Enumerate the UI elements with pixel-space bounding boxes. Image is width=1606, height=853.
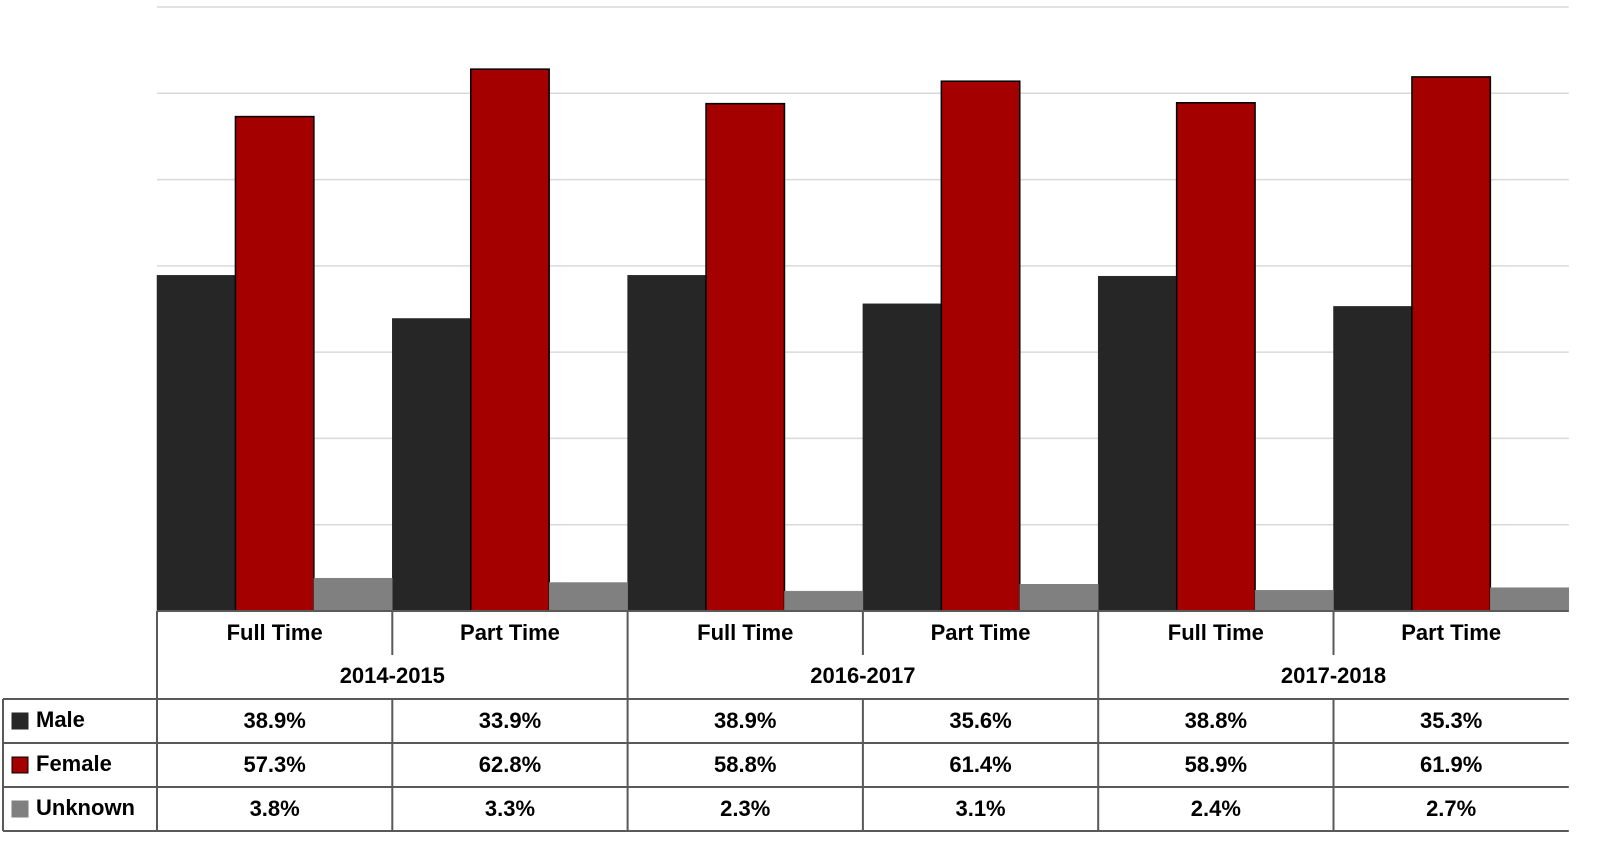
- group-label: 2014-2015: [340, 663, 445, 688]
- bar: [313, 577, 393, 612]
- bar: [1097, 275, 1177, 612]
- legend-label: Unknown: [36, 795, 135, 820]
- bar: [627, 275, 707, 612]
- legend-label: Female: [36, 751, 112, 776]
- data-label: 35.6%: [949, 708, 1011, 733]
- bar: [705, 102, 786, 612]
- data-label: 61.9%: [1420, 752, 1482, 777]
- group-label: 2016-2017: [810, 663, 915, 688]
- bar: [156, 275, 236, 612]
- bar: [1175, 102, 1256, 612]
- data-label: 35.3%: [1420, 708, 1482, 733]
- x-tick-label: Full Time: [697, 620, 793, 645]
- data-label: 3.3%: [485, 796, 535, 821]
- x-tick-label: Full Time: [1168, 620, 1264, 645]
- data-label: 3.1%: [955, 796, 1005, 821]
- bar: [1333, 306, 1413, 612]
- bar: [784, 590, 864, 612]
- data-label: 58.9%: [1185, 752, 1247, 777]
- data-label: 2.7%: [1426, 796, 1476, 821]
- bar: [1411, 76, 1492, 612]
- data-label: 58.8%: [714, 752, 776, 777]
- data-label: 38.8%: [1185, 708, 1247, 733]
- bar: [392, 318, 471, 612]
- data-label: 57.3%: [243, 752, 305, 777]
- legend-label: Male: [36, 707, 85, 732]
- bar: [940, 80, 1021, 612]
- bar: [234, 115, 315, 612]
- x-tick-label: Part Time: [460, 620, 560, 645]
- data-label: 2.4%: [1191, 796, 1241, 821]
- x-tick-label: Part Time: [1401, 620, 1501, 645]
- bar: [1490, 587, 1570, 612]
- data-label: 61.4%: [949, 752, 1011, 777]
- data-label: 62.8%: [479, 752, 541, 777]
- data-label: 33.9%: [479, 708, 541, 733]
- data-label: 38.9%: [714, 708, 776, 733]
- bar: [548, 582, 628, 612]
- x-tick-label: Part Time: [931, 620, 1031, 645]
- bar: [1254, 590, 1334, 612]
- legend-key: [11, 712, 29, 730]
- legend-key: [11, 800, 29, 818]
- group-label: 2017-2018: [1281, 663, 1386, 688]
- data-label: 38.9%: [243, 708, 305, 733]
- bar: [862, 303, 942, 612]
- x-tick-label: Full Time: [227, 620, 323, 645]
- data-label: 2.3%: [720, 796, 770, 821]
- legend-key: [11, 756, 29, 774]
- bar: [1019, 584, 1099, 612]
- bar: [469, 68, 550, 612]
- data-label: 3.8%: [250, 796, 300, 821]
